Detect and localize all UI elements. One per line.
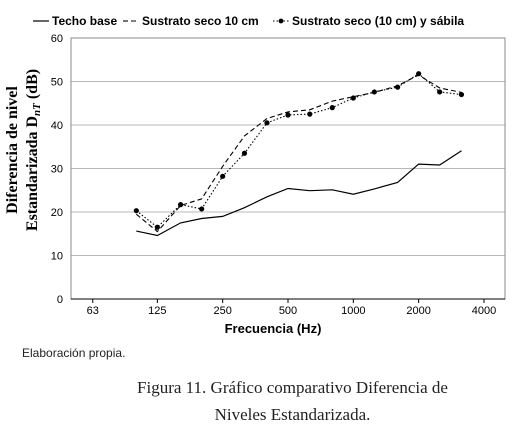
series-3-point bbox=[241, 150, 248, 156]
y-tick-label: 0 bbox=[57, 294, 63, 306]
x-axis-title: Frecuencia (Hz) bbox=[225, 321, 322, 336]
x-tick-label: 63 bbox=[87, 305, 99, 317]
figure-caption-line-2: Niveles Estandarizada. bbox=[214, 405, 371, 424]
source-note: Elaboración propia. bbox=[22, 346, 126, 360]
series-3-point bbox=[199, 206, 205, 212]
series-3-point bbox=[458, 91, 465, 98]
series-line-2 bbox=[135, 74, 462, 233]
x-tick-label: 1000 bbox=[341, 305, 365, 317]
series-3-point bbox=[395, 84, 401, 90]
axis-labels: 0 10 20 30 40 50 60 63 125 250 500 1000 2000 4000 Frec… bbox=[4, 33, 496, 336]
x-tick-label: 250 bbox=[213, 305, 231, 317]
y-axis-title-unit: (dB) bbox=[24, 69, 41, 103]
legend-label-3: Sustrato seco (10 cm) y sábila bbox=[292, 14, 464, 28]
series-group bbox=[133, 71, 465, 237]
y-tick-label: 20 bbox=[51, 207, 63, 219]
axes bbox=[70, 37, 506, 303]
series-3-point bbox=[437, 89, 443, 95]
series-3-point bbox=[371, 89, 377, 95]
legend: Techo base Sustrato seco 10 cm Sustrato se… bbox=[33, 14, 464, 28]
y-axis-title-line-1: Diferencia de nivel bbox=[4, 86, 21, 214]
series-3-point bbox=[154, 224, 160, 230]
series-3-point bbox=[329, 105, 335, 111]
x-tick-label: 125 bbox=[148, 305, 166, 317]
x-tick-label: 500 bbox=[279, 305, 297, 317]
series-3-point bbox=[307, 111, 313, 117]
x-tick-label: 2000 bbox=[406, 305, 430, 317]
y-tick-label: 60 bbox=[51, 33, 63, 45]
chart: Techo base Sustrato seco 10 cm Sustrato se… bbox=[4, 14, 506, 336]
x-tick-label: 4000 bbox=[472, 305, 496, 317]
figure-caption-line-1: Figura 11. Gráfico comparativo Diferenci… bbox=[137, 378, 448, 397]
series-3-point bbox=[264, 120, 270, 126]
series-3-point bbox=[416, 71, 422, 77]
y-axis-title-main: Estandarizada D bbox=[24, 116, 41, 231]
y-axis-title-line-2: Estandarizada DnT (dB) bbox=[24, 69, 43, 231]
series-3-point bbox=[220, 173, 226, 179]
series-3-point bbox=[178, 202, 184, 208]
legend-label-1: Techo base bbox=[52, 14, 117, 28]
series-3-point bbox=[350, 95, 356, 101]
y-tick-label: 30 bbox=[51, 164, 63, 176]
legend-marker-3 bbox=[278, 18, 284, 24]
y-tick-label: 10 bbox=[51, 251, 63, 263]
series-3-point bbox=[133, 208, 139, 214]
series-line-1 bbox=[136, 150, 462, 237]
y-tick-label: 40 bbox=[51, 120, 63, 132]
series-3-point bbox=[285, 112, 291, 118]
y-tick-label: 50 bbox=[51, 77, 63, 89]
grid bbox=[71, 37, 505, 256]
y-axis-title-subscript: nT bbox=[31, 102, 43, 116]
legend-label-2: Sustrato seco 10 cm bbox=[142, 14, 259, 28]
